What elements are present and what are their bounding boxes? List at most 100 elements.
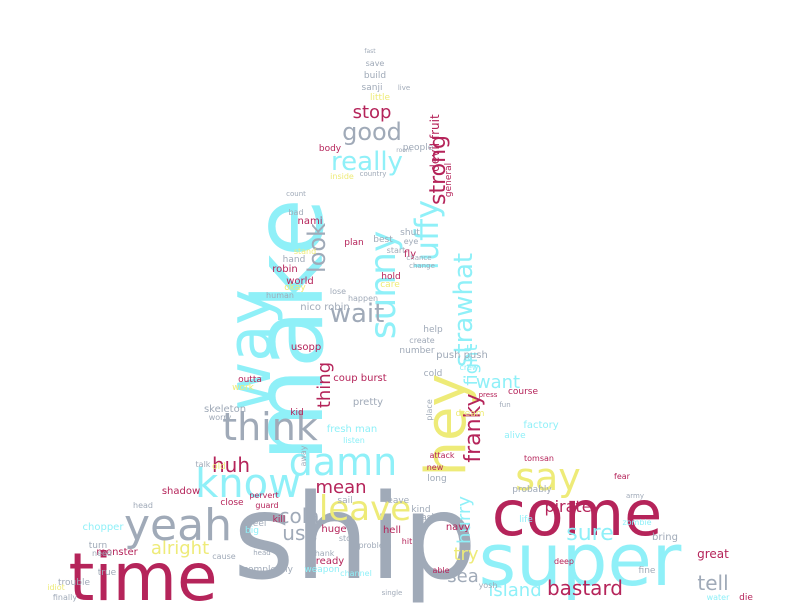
word-strawhat: strawhat [449, 253, 479, 367]
word-eye: eye [404, 237, 419, 246]
word-old: old [212, 462, 226, 472]
word-talk: talk [196, 460, 211, 469]
word-know: know [195, 461, 301, 507]
word-leave: leave [385, 496, 410, 506]
word-really: really [331, 147, 403, 177]
word-plan: plan [344, 238, 363, 248]
word-happen: happen [348, 294, 378, 303]
word-think: think [222, 405, 318, 449]
word-monster: monster [96, 547, 138, 558]
word-best: best [373, 235, 393, 245]
word-worry: worry [209, 413, 232, 422]
word-thing: thing [314, 362, 335, 408]
word-die: die [739, 593, 753, 603]
word-live: live [398, 84, 410, 92]
word-help: help [423, 325, 443, 335]
word-come: come [492, 477, 663, 550]
word-head: head [253, 549, 270, 557]
word-ready: ready [316, 556, 345, 567]
word-fresh-man: fresh man [327, 424, 378, 435]
word-yosh: yosh [479, 581, 498, 590]
word-chopper: chopper [83, 522, 125, 533]
word-tomsan: tomsan [524, 454, 554, 463]
word-place: place [425, 399, 434, 421]
word-listen: listen [343, 436, 365, 445]
word-save: save [366, 59, 385, 68]
word-army: army [626, 492, 644, 500]
word-dream: dream [455, 409, 484, 419]
word-devil-fruit: devil fruit [428, 114, 442, 172]
word-alive: alive [504, 431, 526, 441]
word-single: single [382, 589, 403, 597]
word-shut: shut [400, 228, 420, 238]
word-count: count [286, 190, 306, 198]
word-tell: tell [697, 571, 728, 595]
word-pretty: pretty [353, 397, 383, 408]
word-skeleton: skeleton [204, 404, 246, 415]
word-okay: okay [284, 283, 306, 293]
word-feel: feel [250, 519, 267, 529]
word-huh: huh [212, 453, 250, 477]
word-close: close [220, 498, 244, 508]
word-fast: fast [364, 48, 376, 55]
word-bastard: bastard [547, 576, 623, 600]
word-room: room [396, 147, 412, 154]
word-sail: sail [337, 496, 352, 506]
word-head: head [133, 501, 153, 510]
word-shadow: shadow [162, 486, 200, 497]
word-finally: finally [53, 593, 77, 602]
word-mean: mean [315, 477, 366, 498]
word-number: number [399, 346, 434, 356]
word-super: super [479, 518, 682, 602]
word-stop: stop [353, 102, 392, 123]
word-away: away [299, 445, 308, 466]
word-big: big [245, 526, 259, 536]
word-story: story [339, 534, 359, 543]
word-leave: leave [319, 489, 411, 529]
word-use: use [282, 521, 317, 545]
word-sunny: sunny [363, 231, 404, 340]
word-damn: damn [289, 440, 398, 484]
word-body: body [319, 144, 342, 154]
word-trouble: trouble [58, 578, 90, 588]
word-attack: attack [429, 451, 454, 460]
word-sure: sure [566, 521, 614, 546]
word-luffy: luffy [408, 200, 446, 270]
word-hold: hold [381, 272, 400, 282]
word-fine: fine [639, 566, 656, 576]
word-new: new [427, 463, 444, 472]
word-inside: inside [330, 172, 354, 181]
word-strong: strong [426, 135, 451, 205]
word-guard: guard [255, 501, 278, 510]
word-ship: ship [233, 468, 477, 606]
word-people: people [403, 143, 434, 153]
word-pervert: pervert [249, 491, 278, 500]
word-hit: hit [402, 537, 412, 546]
word-able: able [432, 566, 449, 575]
word-sea: sea [447, 566, 478, 587]
word-hey: hey [414, 373, 479, 476]
word-way: way [215, 289, 285, 410]
word-fly: fly [404, 249, 416, 260]
word-hell: hell [383, 525, 401, 536]
word-channel: channel [340, 569, 372, 578]
word-bring: bring [652, 532, 678, 543]
word-time: time [68, 539, 217, 613]
word-crew: crew [460, 363, 479, 372]
word-try: try [453, 544, 478, 565]
word-long: long [427, 474, 446, 484]
word-robin: robin [272, 264, 297, 275]
word-franky: franky [461, 393, 486, 462]
word-problem: problem [358, 541, 391, 550]
word-zombie: zombie [622, 518, 651, 527]
word-island: island [488, 580, 541, 601]
word-press: press [479, 391, 498, 399]
word-lose: lose [330, 287, 346, 296]
word-chance: chance [406, 254, 431, 262]
word-create: create [409, 336, 434, 345]
word-idiot: idiot [47, 583, 65, 592]
word-water: water [707, 593, 731, 602]
